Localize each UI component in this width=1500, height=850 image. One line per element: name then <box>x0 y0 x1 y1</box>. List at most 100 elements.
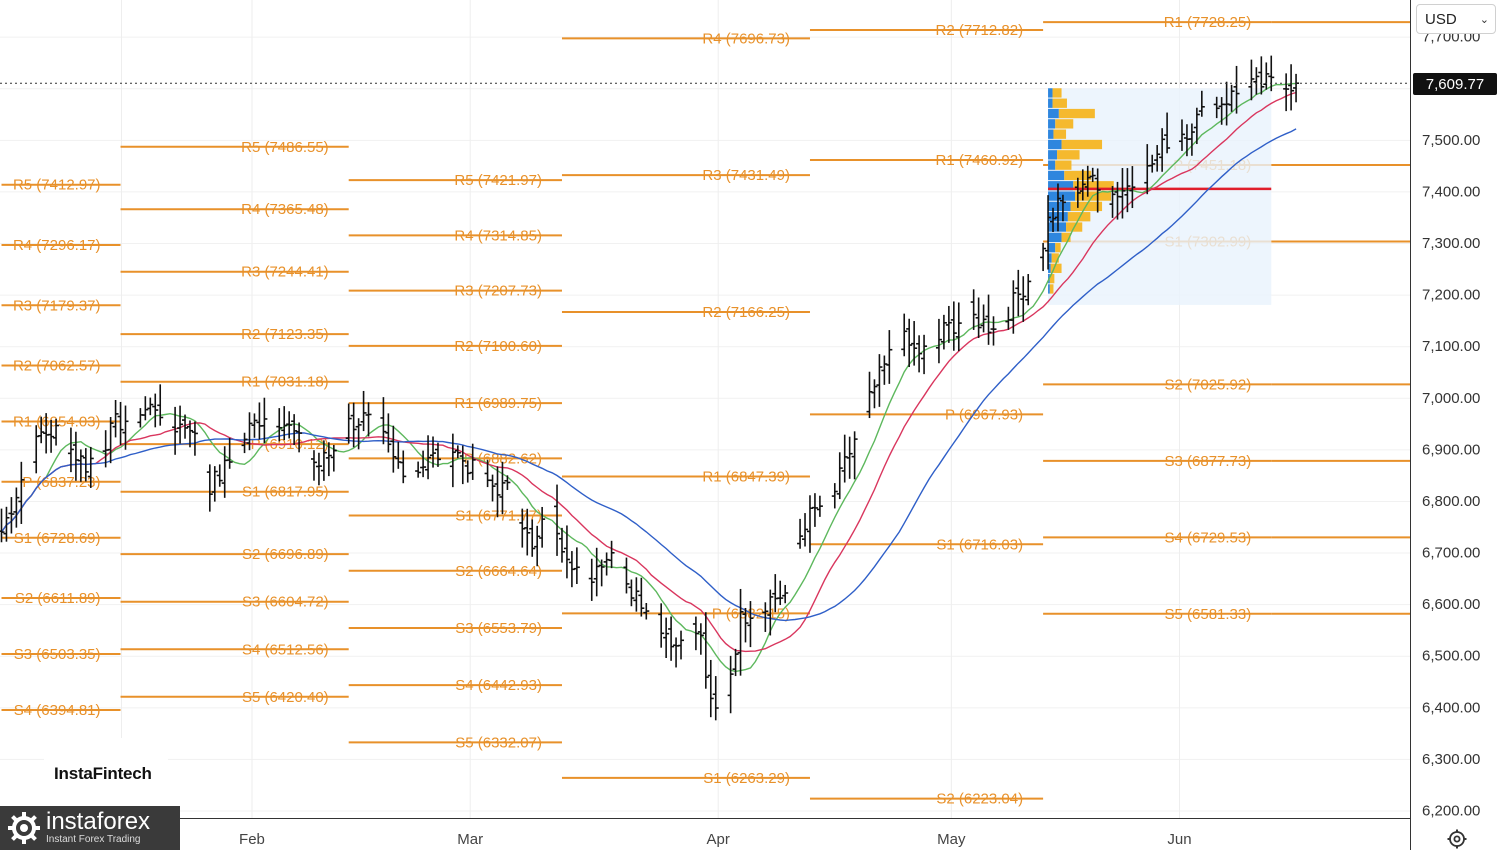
ohlc-bar <box>573 547 580 585</box>
ohlc-bar <box>633 577 640 612</box>
x-tick-label: Mar <box>457 831 483 848</box>
ohlc-bar <box>8 497 15 534</box>
ohlc-bar <box>415 461 422 478</box>
ohlc-bar <box>727 655 734 714</box>
ohlc-bar <box>13 487 20 528</box>
ohlc-bar <box>563 525 570 579</box>
pivot-label: S4 (6512.56) <box>242 641 329 658</box>
ohlc-bar <box>638 577 645 617</box>
ohlc-bar <box>0 508 5 543</box>
ohlc-bar <box>1178 119 1185 151</box>
ohlc-bar <box>430 436 437 468</box>
ohlc-bar <box>390 425 397 473</box>
ohlc-bar <box>742 607 749 643</box>
gear-icon[interactable] <box>1446 828 1468 850</box>
ohlc-bar <box>811 493 818 527</box>
ohlc-bar <box>122 405 129 450</box>
y-tick-label: 7,100.00 <box>1422 338 1480 355</box>
volume-bar-up <box>1048 263 1051 273</box>
ohlc-bar <box>241 432 248 454</box>
ohlc-bar <box>876 354 883 407</box>
ohlc-bar <box>107 417 114 464</box>
ohlc-bar <box>1164 112 1171 154</box>
volume-bar-down <box>1052 88 1062 98</box>
ohlc-bar <box>762 602 769 632</box>
ohlc-bar <box>841 434 848 483</box>
ohlc-bar <box>1233 65 1240 114</box>
volume-bar-down <box>1064 170 1092 181</box>
ohlc-bar <box>454 445 461 459</box>
y-tick-label: 7,400.00 <box>1422 183 1480 200</box>
ohlc-bar <box>593 547 600 597</box>
pivot-label: S2 (6664.64) <box>455 563 542 580</box>
ohlc-bar <box>1188 123 1195 156</box>
ohlc-bar <box>1054 183 1061 232</box>
ohlc-bar <box>1074 177 1081 208</box>
ohlc-bar <box>707 659 714 718</box>
watermark-text: InstaFintech <box>54 764 152 783</box>
pivot-label: R4 (7696.73) <box>702 30 790 47</box>
ohlc-bar <box>1248 59 1255 101</box>
ohlc-bar <box>1193 107 1200 145</box>
ohlc-bar <box>529 519 536 557</box>
ohlc-bar <box>866 371 873 419</box>
pivot-label: R3 (7244.41) <box>241 264 329 281</box>
ohlc-bar <box>330 444 337 472</box>
ohlc-bar <box>489 474 496 502</box>
ohlc-bar <box>360 390 367 432</box>
ohlc-bar <box>291 414 298 445</box>
ohlc-bar <box>152 393 159 428</box>
ohlc-bar <box>137 408 144 428</box>
pivot-label: R1 (7728.25) <box>1164 14 1252 31</box>
volume-bar-down <box>1067 212 1091 222</box>
currency-selector[interactable]: USD ⌄ <box>1416 4 1496 34</box>
ohlc-bar <box>177 405 184 444</box>
y-tick-label: 6,700.00 <box>1422 545 1480 562</box>
ohlc-bar <box>469 443 476 480</box>
ohlc-bar <box>911 321 918 366</box>
ohlc-bar <box>459 445 466 485</box>
volume-bar-down <box>1050 263 1062 273</box>
pivot-label: S1 (6263.29) <box>703 770 790 787</box>
ohlc-bar <box>990 316 997 346</box>
volume-bar-down <box>1049 284 1054 294</box>
ohlc-bars <box>0 55 1300 721</box>
ohlc-bar <box>18 461 25 524</box>
ohlc-bar <box>608 540 615 569</box>
ohlc-bar <box>1045 195 1052 270</box>
ohlc-bar <box>881 355 888 385</box>
ohlc-bar <box>916 335 923 373</box>
ohlc-bar <box>1084 165 1091 197</box>
ohlc-bar <box>945 305 952 343</box>
ohlc-bar <box>836 452 843 500</box>
moving-averages <box>0 82 1297 673</box>
volume-bar-up <box>1048 170 1065 181</box>
ohlc-bar <box>628 579 635 607</box>
y-tick-label: 6,800.00 <box>1422 493 1480 510</box>
volume-bar-up <box>1048 243 1056 253</box>
volume-bar-up <box>1048 222 1067 232</box>
ohlc-bar <box>1198 90 1205 117</box>
pivot-label: R4 (7365.48) <box>241 201 329 218</box>
ohlc-bar <box>345 403 352 444</box>
volume-bar-up <box>1048 119 1056 129</box>
ohlc-bar <box>975 297 982 338</box>
x-tick-label: May <box>937 831 966 848</box>
ohlc-bar <box>67 427 74 473</box>
volume-bar-up <box>1048 284 1050 294</box>
ohlc-bar <box>82 448 89 482</box>
ohlc-bar <box>1293 73 1300 103</box>
ohlc-bar <box>940 314 947 350</box>
ohlc-bar <box>172 406 179 455</box>
ohlc-bar <box>782 584 789 604</box>
pivot-label: R4 (7314.85) <box>454 227 542 244</box>
ohlc-bar <box>1059 194 1066 222</box>
chevron-down-icon: ⌄ <box>1479 13 1489 26</box>
instaforex-logo: instaforex Instant Forex Trading <box>0 806 180 850</box>
ohlc-bar <box>871 379 878 409</box>
pivot-label: S3 (6503.35) <box>14 646 101 663</box>
ohlc-bar <box>534 525 541 567</box>
pivot-label: R2 (7166.25) <box>702 304 790 321</box>
ohlc-bar <box>38 416 45 444</box>
